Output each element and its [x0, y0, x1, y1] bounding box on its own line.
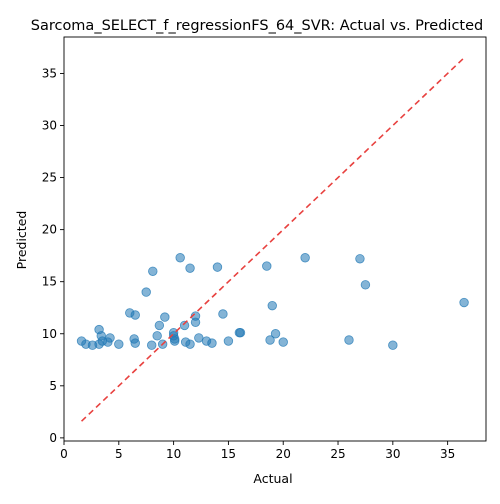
plot-frame	[63, 36, 487, 442]
data-point	[344, 335, 354, 345]
data-point	[267, 300, 277, 311]
data-point	[141, 287, 151, 297]
reference-line	[80, 57, 465, 422]
data-point	[360, 280, 371, 290]
y-tick-label: 35	[42, 66, 57, 80]
y-tick-label: 10	[42, 327, 57, 341]
data-point	[212, 262, 223, 272]
data-point	[190, 317, 201, 327]
x-tick-label: 25	[330, 447, 345, 461]
y-tick-label: 30	[42, 119, 57, 133]
x-tick-label: 15	[221, 447, 236, 461]
y-tick-label: 25	[42, 171, 57, 185]
data-point	[223, 336, 234, 346]
data-point	[114, 339, 124, 349]
x-tick-label: 5	[115, 447, 123, 461]
data-point	[459, 297, 469, 308]
data-point	[355, 254, 365, 264]
y-tick-label: 15	[42, 275, 57, 289]
chart-title: Sarcoma_SELECT_f_regressionFS_64_SVR: Ac…	[31, 18, 484, 34]
x-tick-label: 10	[166, 447, 181, 461]
y-tick-label: 20	[42, 223, 57, 237]
y-tick-label: 0	[49, 431, 57, 445]
data-point	[160, 312, 170, 322]
data-point	[207, 338, 217, 348]
data-point	[105, 333, 115, 343]
x-tick-label: 30	[385, 447, 400, 461]
plot-area: 0 5 10 15 20 25 30 35 0 5 10 15 20 25 30 35	[42, 36, 487, 461]
x-tick-label: 20	[276, 447, 291, 461]
data-point	[218, 309, 228, 319]
data-point	[185, 339, 195, 349]
x-axis-label: Actual	[253, 471, 292, 486]
data-point	[152, 331, 162, 341]
data-point	[270, 329, 281, 339]
data-point	[170, 334, 180, 344]
data-point	[146, 340, 157, 350]
data-point	[154, 320, 165, 331]
data-point	[262, 261, 272, 271]
x-tick-label: 35	[440, 447, 455, 461]
y-tick-label: 5	[49, 379, 57, 393]
data-point	[130, 310, 140, 320]
data-point	[388, 340, 398, 350]
data-point	[130, 338, 140, 348]
data-point	[179, 320, 190, 331]
data-point	[185, 263, 195, 273]
data-point	[235, 328, 246, 338]
data-point	[265, 335, 275, 345]
data-point	[278, 337, 288, 347]
data-point	[300, 253, 310, 263]
data-point	[175, 253, 185, 263]
data-point	[148, 266, 158, 276]
x-tick-label: 0	[60, 447, 68, 461]
y-axis-label: Predicted	[14, 211, 29, 270]
